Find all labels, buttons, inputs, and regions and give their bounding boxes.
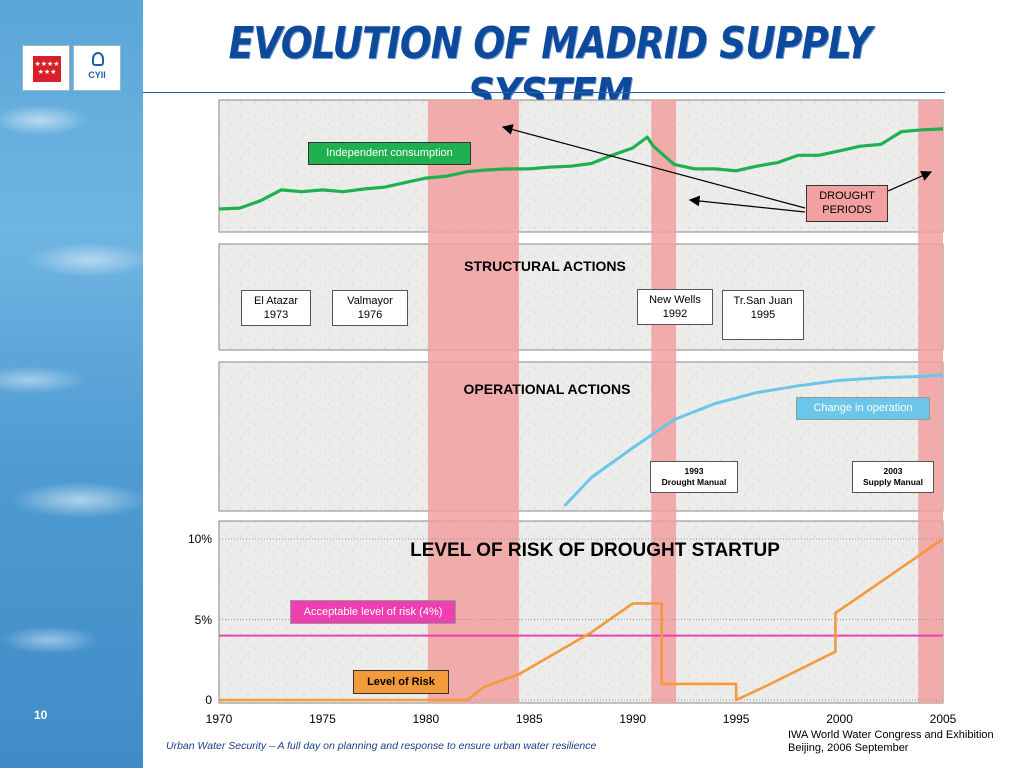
operational-action-year: 2003 [883, 466, 903, 476]
operational-action-2: 2003 Supply Manual [852, 461, 934, 493]
drought-arrows [501, 124, 933, 213]
footer-subtitle: Urban Water Security – A full day on pla… [166, 740, 597, 752]
structural-action-name: Tr.San Juan [733, 295, 793, 307]
level-of-risk-label: Level of Risk [353, 670, 449, 694]
y-tick-0: 0 [205, 693, 212, 707]
footer-event: IWA World Water Congress and Exhibition … [788, 729, 994, 755]
structural-action-year: 1976 [357, 309, 383, 321]
operational-action-1: 1993 Drought Manual [650, 461, 738, 493]
y-tick-1: 5% [194, 612, 212, 627]
drought-periods-text: DROUGHT PERIODS [819, 190, 875, 216]
logo-madrid: ★★★★ ★★★ [22, 45, 70, 91]
consumption-line [218, 127, 944, 211]
operational-actions-title: OPERATIONAL ACTIONS [463, 381, 631, 397]
logo-cyii-label: CYII [88, 70, 106, 80]
footer-event-line1: IWA World Water Congress and Exhibition [788, 729, 994, 741]
drought-arrow-2 [688, 195, 806, 213]
independent-consumption-label: Independent consumption [308, 142, 471, 165]
change-in-operation-label: Change in operation [796, 397, 930, 420]
structural-actions-title: STRUCTURAL ACTIONS [464, 258, 626, 274]
drought-arrow-3 [887, 170, 933, 192]
x-tick-1990: 1990 [619, 712, 647, 726]
stars-flag-icon: ★★★★ ★★★ [33, 56, 61, 82]
x-tick-1995: 1995 [722, 712, 750, 726]
structural-action-year: 1973 [263, 309, 289, 321]
structural-action-4: Tr.San Juan 1995 [722, 290, 804, 340]
y-tick-2: 10% [187, 532, 212, 546]
structural-action-2: Valmayor 1976 [332, 290, 408, 326]
x-tick-1980: 1980 [412, 712, 440, 726]
operation-line [563, 373, 944, 507]
operational-action-name: Supply Manual [863, 477, 923, 487]
operational-panel [218, 361, 944, 512]
risk-title: LEVEL OF RISK OF DROUGHT STARTUP [410, 540, 780, 561]
water-background [0, 0, 143, 768]
x-tick-1975: 1975 [309, 712, 336, 726]
footer-event-line2: Beijing, 2006 September [788, 742, 909, 754]
operational-action-year: 1993 [684, 466, 704, 476]
acceptable-risk-label: Acceptable level of risk (4%) [290, 600, 456, 624]
structural-action-name: Valmayor [347, 295, 393, 307]
x-tick-1970: 1970 [205, 712, 233, 726]
structural-action-year: 1995 [750, 309, 776, 321]
title-divider [143, 92, 945, 93]
series-lines [218, 127, 944, 702]
logo-cyii: CYII [73, 45, 121, 91]
structural-action-name: El Atazar [253, 295, 299, 307]
x-tick-2000: 2000 [826, 712, 853, 726]
level-of-risk-line [219, 537, 944, 702]
structural-action-1: El Atazar 1973 [241, 290, 311, 326]
drought-band-2 [651, 100, 677, 703]
page-number: 10 [34, 708, 48, 722]
drought-arrow-1 [501, 124, 806, 209]
structural-action-year: 1992 [662, 308, 688, 320]
drought-periods-label: DROUGHT PERIODS [806, 185, 888, 222]
operational-action-name: Drought Manual [661, 477, 727, 487]
x-tick-1985: 1985 [515, 712, 543, 726]
structural-action-3: New Wells 1992 [637, 289, 713, 325]
crown-icon [92, 52, 104, 66]
structural-action-name: New Wells [649, 294, 701, 306]
x-tick-2005: 2005 [929, 712, 957, 726]
